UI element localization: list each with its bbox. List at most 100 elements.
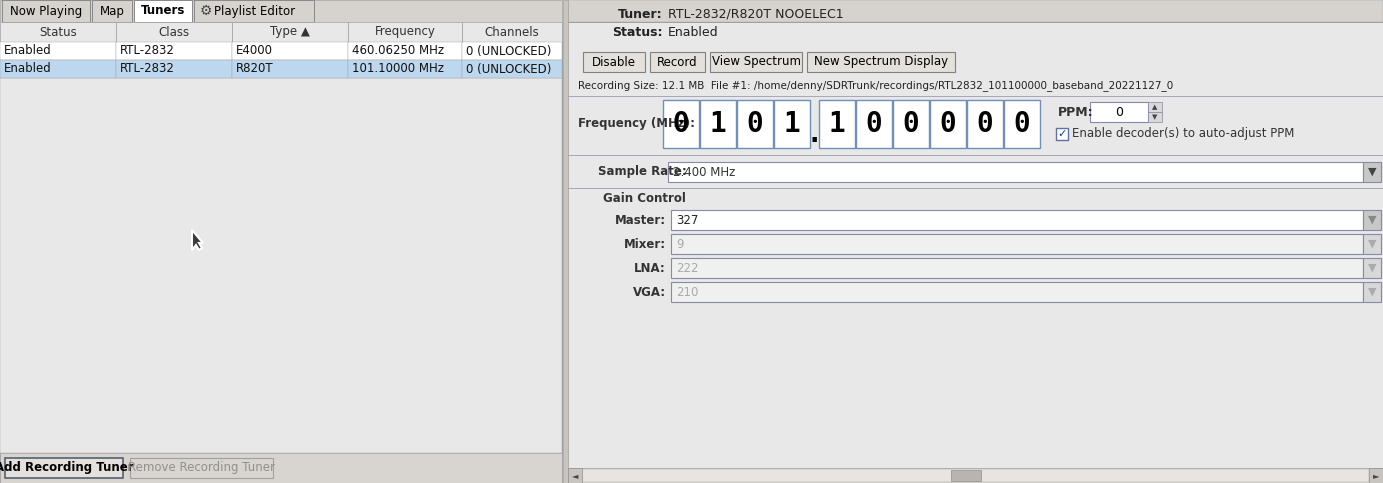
Bar [650,52,705,72]
Text: 0: 0 [976,110,993,138]
Bar [1364,162,1382,182]
Bar [0,22,561,42]
Text: 0: 0 [903,110,920,138]
Bar [194,0,314,22]
Text: 0: 0 [672,110,689,138]
Bar [0,22,561,483]
Bar [0,78,561,453]
Bar [1364,282,1382,302]
Text: R820T: R820T [236,62,274,75]
Bar [1090,102,1148,122]
Text: ▼: ▼ [1368,263,1376,273]
Text: Enabled: Enabled [4,44,51,57]
Text: 0: 0 [747,110,763,138]
Bar [709,52,802,72]
Bar [819,100,855,148]
Bar [116,60,232,78]
Text: Now Playing: Now Playing [10,4,82,17]
Bar [349,42,462,60]
Text: PPM:: PPM: [1058,105,1094,118]
Bar [568,0,1383,22]
Text: Recording Size: 12.1 MB  File #1: /home/denny/SDRTrunk/recordings/RTL2832_101100: Recording Size: 12.1 MB File #1: /home/d… [578,81,1173,91]
Text: Frequency: Frequency [375,26,436,39]
Bar [0,60,116,78]
Bar [232,22,349,42]
Text: VGA:: VGA: [633,285,667,298]
Bar [952,470,981,481]
Text: Frequency (MHz):: Frequency (MHz): [578,117,696,130]
Text: Sample Rate:: Sample Rate: [597,166,687,179]
Text: 0: 0 [939,110,957,138]
Bar [668,162,1364,182]
Text: 327: 327 [676,213,698,227]
Text: ▼: ▼ [1368,167,1376,177]
Text: New Spectrum Display: New Spectrum Display [815,56,949,69]
Text: ▲: ▲ [1152,104,1158,110]
Bar [1364,234,1382,254]
Text: RTL-2832: RTL-2832 [120,62,174,75]
Text: 460.06250 MHz: 460.06250 MHz [353,44,444,57]
Text: 1: 1 [828,110,845,138]
Bar [671,210,1364,230]
Bar [671,234,1364,254]
Text: RTL-2832/R820T NOOELEC1: RTL-2832/R820T NOOELEC1 [668,8,844,20]
Text: ✓: ✓ [1058,129,1066,139]
Bar [0,42,116,60]
Text: RTL-2832: RTL-2832 [120,44,174,57]
Bar [1364,258,1382,278]
Text: ▼: ▼ [1368,215,1376,225]
Text: 0: 0 [866,110,882,138]
Text: 0 (UNLOCKED): 0 (UNLOCKED) [466,44,552,57]
Text: Tuner:: Tuner: [618,8,662,20]
Bar [774,100,810,148]
Text: Enabled: Enabled [668,26,719,39]
Text: LNA:: LNA: [635,261,667,274]
Bar [349,60,462,78]
Polygon shape [192,230,203,250]
Bar [967,100,1003,148]
Text: Enable decoder(s) to auto-adjust PPM: Enable decoder(s) to auto-adjust PPM [1072,128,1294,141]
Text: ▼: ▼ [1152,114,1158,120]
Bar [1,0,90,22]
Bar [568,155,1383,156]
Bar [462,42,561,60]
Text: ▼: ▼ [1368,239,1376,249]
Bar [563,0,568,483]
Bar [671,282,1364,302]
Bar [929,100,965,148]
Bar [893,100,929,148]
Text: 210: 210 [676,285,698,298]
Bar [116,22,232,42]
Text: Class: Class [159,26,189,39]
Text: ▼: ▼ [1368,287,1376,297]
Bar [130,458,272,478]
Bar [232,42,349,60]
Text: Tuners: Tuners [141,4,185,17]
Text: .: . [809,123,819,146]
Bar [1364,210,1382,230]
Text: ◄: ◄ [571,471,578,480]
Bar [1057,128,1068,140]
Text: 1: 1 [784,110,801,138]
Bar [568,78,1383,94]
Bar [232,60,349,78]
Bar [568,468,582,483]
Bar [462,22,561,42]
Bar [116,42,232,60]
Bar [93,0,131,22]
Text: ►: ► [1373,471,1379,480]
Bar [568,0,1383,483]
Text: 9: 9 [676,238,683,251]
Bar [1148,102,1162,112]
Text: 222: 222 [676,261,698,274]
Bar [568,468,1383,483]
Bar [349,22,462,42]
Bar [568,188,1383,189]
Text: View Spectrum: View Spectrum [711,56,801,69]
Text: E4000: E4000 [236,44,272,57]
Text: Status:: Status: [613,26,662,39]
Bar [462,60,561,78]
Bar [662,100,698,148]
Text: 0: 0 [1014,110,1030,138]
Bar [737,100,773,148]
